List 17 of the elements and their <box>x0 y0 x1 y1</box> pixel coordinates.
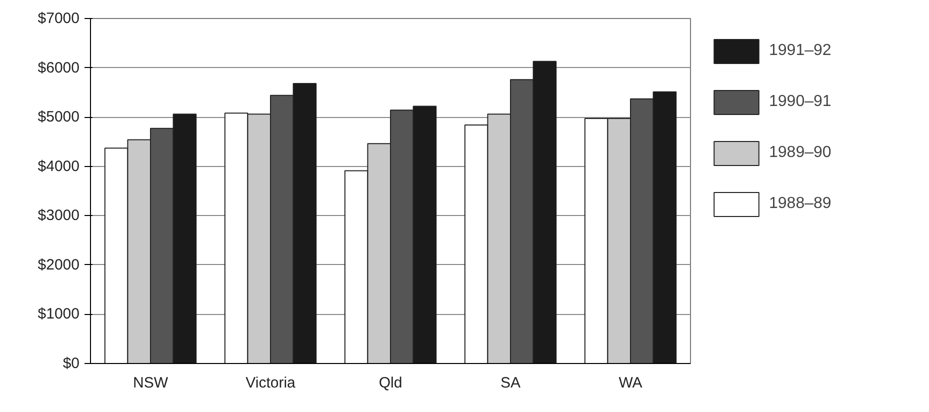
x-tick-label: Victoria <box>246 374 296 392</box>
legend-label: 1989–90 <box>769 144 832 162</box>
y-tick-label: $7000 <box>38 10 80 27</box>
y-tick-label: $1000 <box>38 306 80 323</box>
legend-label: 1990–91 <box>769 93 832 111</box>
y-tick-label: $2000 <box>38 256 80 274</box>
y-tick-label: $4000 <box>38 158 80 175</box>
x-tick-label: NSW <box>133 374 169 392</box>
y-tick-label: $6000 <box>38 59 80 76</box>
x-tick-label: WA <box>618 374 642 392</box>
legend-label: 1988–89 <box>769 195 832 213</box>
legend-label: 1991–92 <box>769 42 832 60</box>
x-tick-label: SA <box>500 374 521 392</box>
x-tick-label: Qld <box>378 374 402 392</box>
y-tick-label: $0 <box>62 355 80 372</box>
y-tick-label: $5000 <box>38 108 80 126</box>
y-tick-label: $3000 <box>38 207 80 224</box>
